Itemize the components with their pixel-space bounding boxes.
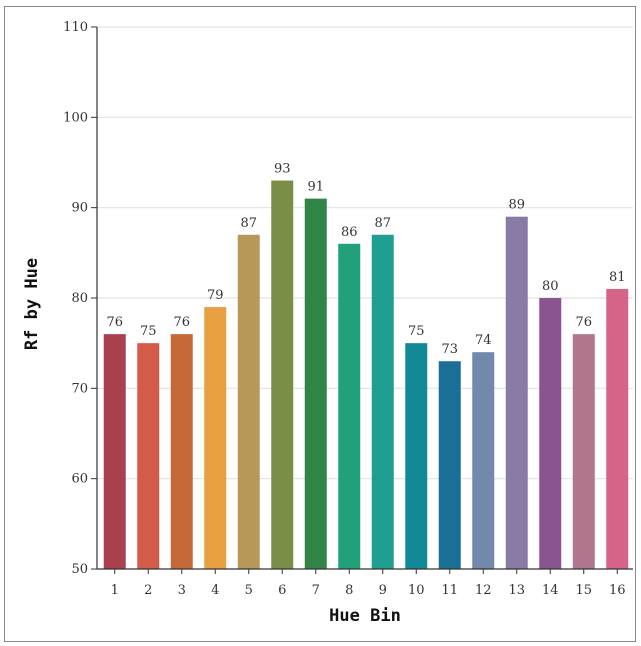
data-label: 87 — [374, 216, 391, 231]
x-tick-label: 4 — [211, 583, 219, 598]
data-label: 80 — [542, 279, 559, 294]
x-tick-label: 7 — [312, 583, 320, 598]
x-tick-label: 2 — [144, 583, 152, 598]
bar — [472, 352, 495, 569]
bar — [572, 334, 595, 569]
x-tick-label: 6 — [278, 583, 286, 598]
y-axis-title: Rf by Hue — [22, 258, 42, 350]
x-tick-label: 13 — [508, 583, 525, 598]
x-tick-label: 15 — [575, 583, 592, 598]
x-tick-label: 12 — [475, 583, 492, 598]
data-label: 75 — [140, 324, 157, 339]
bar — [371, 234, 394, 569]
bar — [137, 343, 160, 569]
data-label: 86 — [341, 225, 358, 240]
y-tick-label: 110 — [63, 20, 88, 35]
bar — [237, 234, 260, 569]
x-tick-label: 1 — [111, 583, 119, 598]
x-tick-label: 11 — [441, 583, 458, 598]
y-tick-label: 60 — [71, 472, 88, 487]
x-tick-label: 8 — [345, 583, 353, 598]
x-tick-label: 14 — [542, 583, 559, 598]
bar — [304, 198, 327, 569]
bar — [338, 243, 361, 570]
data-label: 79 — [207, 288, 224, 303]
data-label: 93 — [274, 162, 291, 177]
x-tick-label: 10 — [408, 583, 425, 598]
bar — [606, 288, 629, 569]
data-label: 76 — [173, 315, 190, 330]
y-tick-label: 80 — [71, 291, 88, 306]
data-label: 76 — [106, 315, 123, 330]
y-tick-label: 100 — [63, 110, 88, 125]
data-label: 76 — [575, 315, 592, 330]
y-tick-label: 90 — [71, 201, 88, 216]
x-axis-title: Hue Bin — [329, 606, 401, 626]
bar — [103, 334, 126, 569]
x-tick-label: 9 — [379, 583, 387, 598]
bar — [204, 307, 227, 569]
data-label: 75 — [408, 324, 425, 339]
data-label: 89 — [508, 198, 525, 213]
bar — [505, 216, 528, 569]
y-tick-label: 70 — [71, 381, 88, 396]
x-tick-label: 3 — [178, 583, 186, 598]
bar — [271, 180, 294, 570]
data-label: 74 — [475, 333, 492, 348]
data-label: 81 — [609, 270, 626, 285]
data-label: 91 — [307, 180, 324, 195]
x-tick-label: 5 — [245, 583, 253, 598]
bar — [170, 334, 193, 569]
bar — [405, 343, 428, 569]
x-tick-label: 16 — [609, 583, 626, 598]
y-tick-label: 50 — [71, 562, 88, 577]
bar — [539, 298, 562, 569]
data-label: 87 — [240, 216, 257, 231]
bar — [438, 361, 461, 569]
data-label: 73 — [441, 342, 458, 357]
